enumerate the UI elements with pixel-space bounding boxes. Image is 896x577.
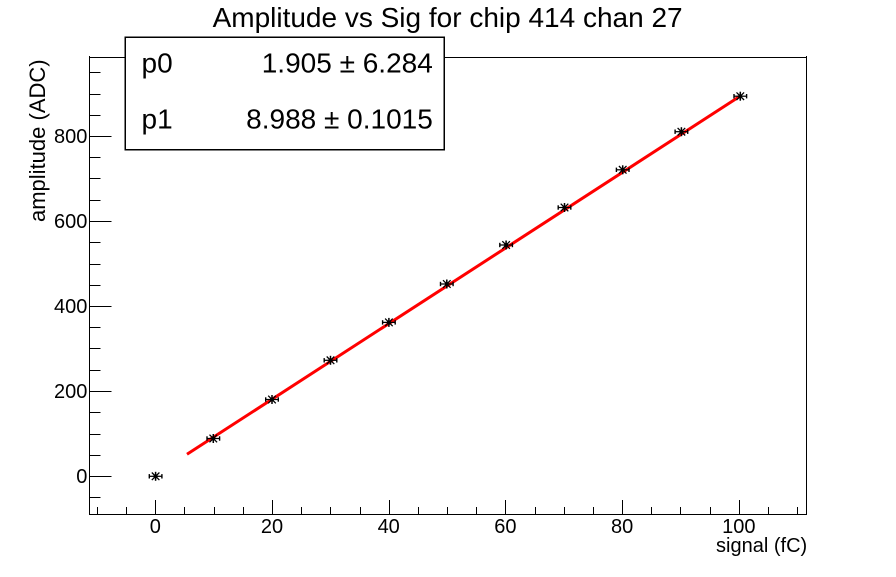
svg-text:600: 600	[54, 211, 87, 233]
svg-text:0: 0	[150, 516, 161, 538]
svg-text:20: 20	[261, 516, 283, 538]
svg-text:1.905 ± 6.284: 1.905 ± 6.284	[262, 48, 433, 79]
svg-text:800: 800	[54, 126, 87, 148]
svg-text:0: 0	[76, 466, 87, 488]
svg-text:40: 40	[378, 516, 400, 538]
svg-text:amplitude (ADC): amplitude (ADC)	[25, 59, 50, 222]
svg-text:200: 200	[54, 381, 87, 403]
svg-text:400: 400	[54, 296, 87, 318]
svg-text:100: 100	[722, 516, 755, 538]
svg-text:p1: p1	[142, 104, 173, 135]
svg-text:p0: p0	[142, 48, 173, 79]
svg-text:Amplitude vs Sig for chip 414: Amplitude vs Sig for chip 414 chan 27	[213, 2, 683, 33]
svg-text:signal (fC): signal (fC)	[716, 535, 807, 557]
svg-text:80: 80	[611, 516, 633, 538]
svg-text:8.988 ± 0.1015: 8.988 ± 0.1015	[246, 104, 433, 135]
svg-text:60: 60	[494, 516, 516, 538]
